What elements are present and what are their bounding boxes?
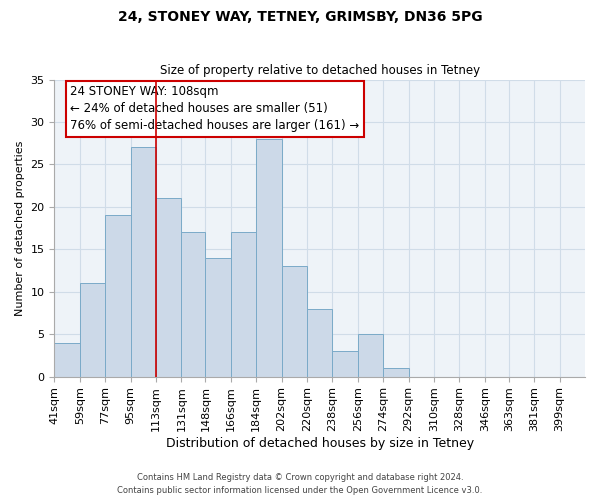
- Y-axis label: Number of detached properties: Number of detached properties: [15, 140, 25, 316]
- Text: 24 STONEY WAY: 108sqm
← 24% of detached houses are smaller (51)
76% of semi-deta: 24 STONEY WAY: 108sqm ← 24% of detached …: [70, 86, 359, 132]
- Text: Contains HM Land Registry data © Crown copyright and database right 2024.
Contai: Contains HM Land Registry data © Crown c…: [118, 474, 482, 495]
- Bar: [256, 139, 281, 376]
- Bar: [332, 351, 358, 376]
- Bar: [281, 266, 307, 376]
- Title: Size of property relative to detached houses in Tetney: Size of property relative to detached ho…: [160, 64, 480, 77]
- Bar: [131, 148, 156, 376]
- Bar: [80, 283, 105, 376]
- X-axis label: Distribution of detached houses by size in Tetney: Distribution of detached houses by size …: [166, 437, 474, 450]
- Bar: [105, 216, 131, 376]
- Bar: [181, 232, 205, 376]
- Bar: [358, 334, 383, 376]
- Text: 24, STONEY WAY, TETNEY, GRIMSBY, DN36 5PG: 24, STONEY WAY, TETNEY, GRIMSBY, DN36 5P…: [118, 10, 482, 24]
- Bar: [383, 368, 409, 376]
- Bar: [307, 308, 332, 376]
- Bar: [231, 232, 256, 376]
- Bar: [55, 342, 80, 376]
- Bar: [156, 198, 181, 376]
- Bar: [205, 258, 231, 376]
